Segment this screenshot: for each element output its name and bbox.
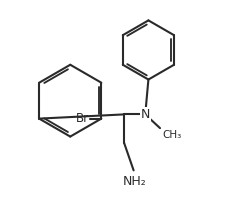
Text: CH₃: CH₃ <box>162 130 181 140</box>
Text: NH₂: NH₂ <box>123 175 146 188</box>
Text: N: N <box>141 108 150 121</box>
Text: Br: Br <box>76 112 89 125</box>
